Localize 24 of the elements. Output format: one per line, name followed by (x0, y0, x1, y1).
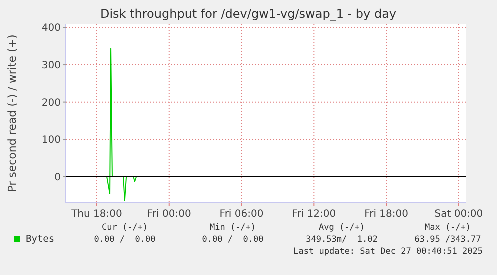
text: Cur (-/+) (102, 223, 148, 233)
x-tick-label: Fri 00:00 (147, 209, 192, 220)
text: 349.53m/ 1.02 (306, 235, 378, 245)
y-tick-label: 100 (42, 135, 61, 146)
legend-label: Bytes (26, 234, 55, 245)
text: 63.95 /343.77 (414, 235, 482, 245)
line-series (106, 48, 138, 202)
x-tick-label: Sat 00:00 (434, 209, 484, 220)
text: 0.00 / 0.00 (94, 235, 156, 245)
y-tick-label: 300 (42, 60, 61, 72)
text: Max (-/+) (424, 223, 472, 233)
text: Min (-/+) (210, 223, 256, 233)
y-axis-title: Pr second read (-) / write (+) (6, 34, 19, 192)
text: 0.00 / 0.00 (202, 235, 264, 245)
x-tick-label: Thu 18:00 (70, 209, 122, 220)
text: Avg (-/+) (318, 223, 366, 233)
x-tick-label: Fri 12:00 (292, 209, 336, 220)
y-tick-label: 200 (42, 98, 61, 109)
x-tick-label: Fri 18:00 (364, 209, 409, 220)
y-tick-label: 0 (54, 172, 61, 184)
y-tick-label: 400 (42, 23, 61, 34)
x-tick-label: Fri 06:00 (220, 209, 264, 220)
text: Last update: Sat Dec 27 00:40:51 2025 (294, 247, 483, 257)
chart-title: Disk throughput for /dev/gw1-vg/swap_1 - by day (100, 7, 397, 21)
